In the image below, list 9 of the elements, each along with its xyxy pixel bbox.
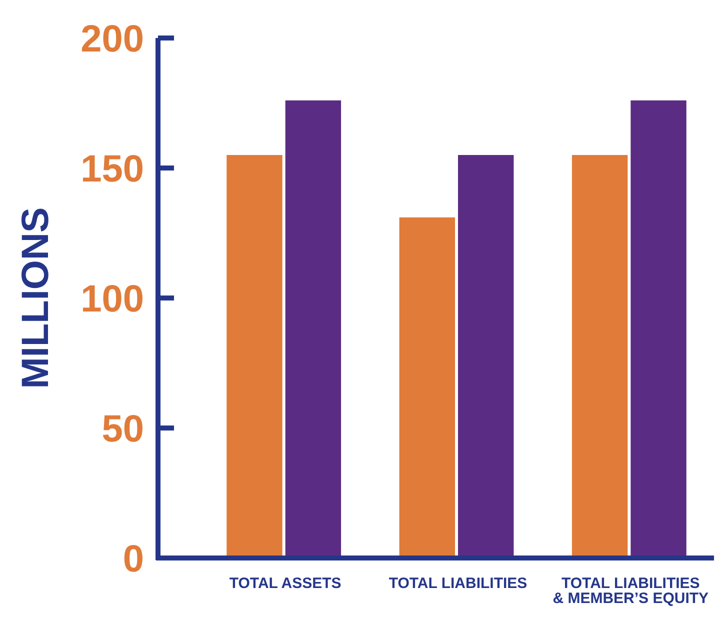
x-tick-label: TOTAL ASSETS	[229, 575, 342, 592]
y-tick-label: 50	[102, 408, 144, 451]
y-tick-label: 200	[80, 18, 144, 61]
y-tick-label: 100	[80, 278, 144, 321]
x-tick-label: TOTAL LIABILITIES & MEMBER’S EQUITY	[552, 575, 709, 607]
y-axis-title: MILLIONS	[15, 207, 57, 389]
x-tick-label: TOTAL LIABILITIES	[388, 575, 528, 592]
y-tick-label: 150	[80, 148, 144, 191]
y-tick-label: 0	[122, 538, 144, 581]
